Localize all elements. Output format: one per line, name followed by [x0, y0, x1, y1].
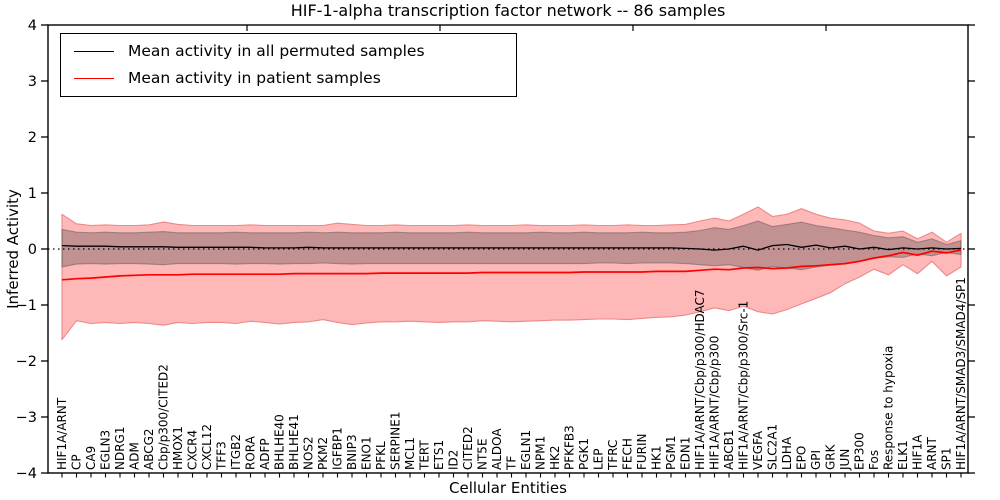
- x-tick-label: HK2: [548, 445, 562, 470]
- y-tick-label: 0: [28, 242, 37, 258]
- x-axis-label: Cellular Entities: [449, 479, 567, 497]
- y-tick-label: 2: [28, 130, 37, 146]
- legend-entry-permuted: Mean activity in all permuted samples: [61, 41, 516, 60]
- x-tick-label: HIF1A/ARNT/SMAD3/SMAD4/SP1: [954, 277, 968, 470]
- y-tick-label: −3: [16, 410, 37, 426]
- x-tick-label: EDN1: [679, 437, 693, 470]
- x-tick-label: LDHA: [780, 436, 794, 470]
- x-tick-label: PFKFB3: [563, 425, 577, 470]
- y-tick-label: −1: [16, 298, 37, 314]
- x-tick-label: NPM1: [534, 436, 548, 470]
- x-tick-label: SLC2A1: [766, 424, 780, 470]
- x-tick-label: TERT: [418, 440, 432, 471]
- x-tick-label: Cbp/p300/CITED2: [157, 364, 171, 470]
- x-tick-label: EGLN1: [519, 430, 533, 470]
- x-tick-label: SERPINE1: [389, 411, 403, 470]
- x-tick-label: VEGFA: [751, 430, 765, 470]
- x-tick-label: BHLHE41: [287, 414, 301, 470]
- x-tick-label: CA9: [84, 446, 98, 470]
- x-tick-label: NOS2: [302, 436, 316, 470]
- permuted-mean-line: [61, 243, 962, 251]
- legend-entry-patient: Mean activity in patient samples: [61, 68, 516, 87]
- x-tick-label: HK1: [650, 445, 664, 470]
- x-tick-label: PFKL: [374, 441, 388, 470]
- patient-mean-line: [61, 249, 962, 281]
- x-tick-label: EGLN3: [99, 430, 113, 470]
- x-tick-label: PKM2: [316, 437, 330, 470]
- x-tick-label: NDRG1: [113, 427, 127, 471]
- legend-line-red: [74, 78, 114, 79]
- x-tick-label: TFRC: [606, 440, 620, 471]
- legend-label: Mean activity in patient samples: [128, 68, 381, 87]
- x-tick-label: ABCB1: [722, 430, 736, 470]
- x-tick-label: EPO: [795, 446, 809, 470]
- x-tick-label: HIF1A/ARNT: [55, 397, 69, 470]
- chart-title: HIF-1-alpha transcription factor network…: [290, 1, 726, 20]
- x-tick-label: PGM1: [664, 435, 678, 470]
- x-tick-label: CXCR4: [186, 430, 200, 470]
- x-tick-label: ALDOA: [490, 428, 504, 470]
- x-tick-label: HMOX1: [171, 426, 185, 470]
- y-tick-label: 3: [28, 74, 37, 90]
- x-tick-label: RORA: [244, 435, 258, 470]
- x-tick-label: JUN: [838, 449, 852, 471]
- x-tick-label: HIF1A/ARNT/Cbp/p300/HDAC7: [693, 289, 707, 470]
- x-tick-label: PGK1: [577, 438, 591, 470]
- x-tick-label: TF: [505, 456, 519, 471]
- x-tick-label: GPI: [809, 450, 823, 470]
- x-tick-label: CXCL12: [200, 424, 214, 470]
- x-tick-label: ABCG2: [142, 428, 156, 470]
- x-tick-label: EP300: [853, 432, 867, 470]
- x-tick-label: BNIP3: [345, 434, 359, 470]
- x-tick-label: HIF1A/ARNT/Cbp/p300/Src-1: [737, 301, 751, 470]
- x-tick-label: CITED2: [461, 426, 475, 470]
- x-tick-label: ETS1: [432, 440, 446, 470]
- x-tick-label: LEP: [592, 448, 606, 470]
- y-axis-label: Inferred Activity: [4, 189, 22, 309]
- x-tick-label: TFF3: [215, 441, 229, 471]
- permuted-samples-band: [61, 220, 962, 271]
- x-tick-label: MCL1: [403, 437, 417, 470]
- y-tick-label: 4: [28, 18, 37, 34]
- x-tick-label: ARNT: [925, 436, 939, 470]
- x-tick-label: FURIN: [635, 433, 649, 470]
- x-tick-label: NT5E: [476, 438, 490, 470]
- x-tick-label: Fos: [867, 450, 881, 470]
- x-tick-label: ELK1: [896, 440, 910, 470]
- x-tick-label: CP: [70, 454, 84, 470]
- x-tick-label: ITGB2: [229, 434, 243, 470]
- y-tick-label: 1: [28, 186, 37, 202]
- x-tick-label: Response to hypoxia: [882, 346, 896, 470]
- legend-line-black: [74, 51, 114, 52]
- x-tick-label: HIF1A: [911, 434, 925, 470]
- y-tick-label: −4: [16, 466, 37, 482]
- y-tick-label: −2: [16, 354, 37, 370]
- x-tick-label: ADFP: [258, 438, 272, 470]
- x-tick-label: ADM: [128, 442, 142, 470]
- x-tick-label: FECH: [621, 438, 635, 470]
- x-tick-label: ID2: [447, 450, 461, 470]
- x-tick-label: GRK: [824, 443, 838, 470]
- x-tick-label: SP1: [940, 448, 954, 471]
- x-tick-label: HIF1A/ARNT/Cbp/p300: [708, 336, 722, 470]
- legend-label: Mean activity in all permuted samples: [128, 41, 425, 60]
- legend: Mean activity in all permuted samples Me…: [60, 33, 517, 97]
- x-tick-label: BHLHE40: [273, 414, 287, 470]
- x-tick-label: ENO1: [360, 436, 374, 470]
- x-tick-label: IGFBP1: [331, 427, 345, 470]
